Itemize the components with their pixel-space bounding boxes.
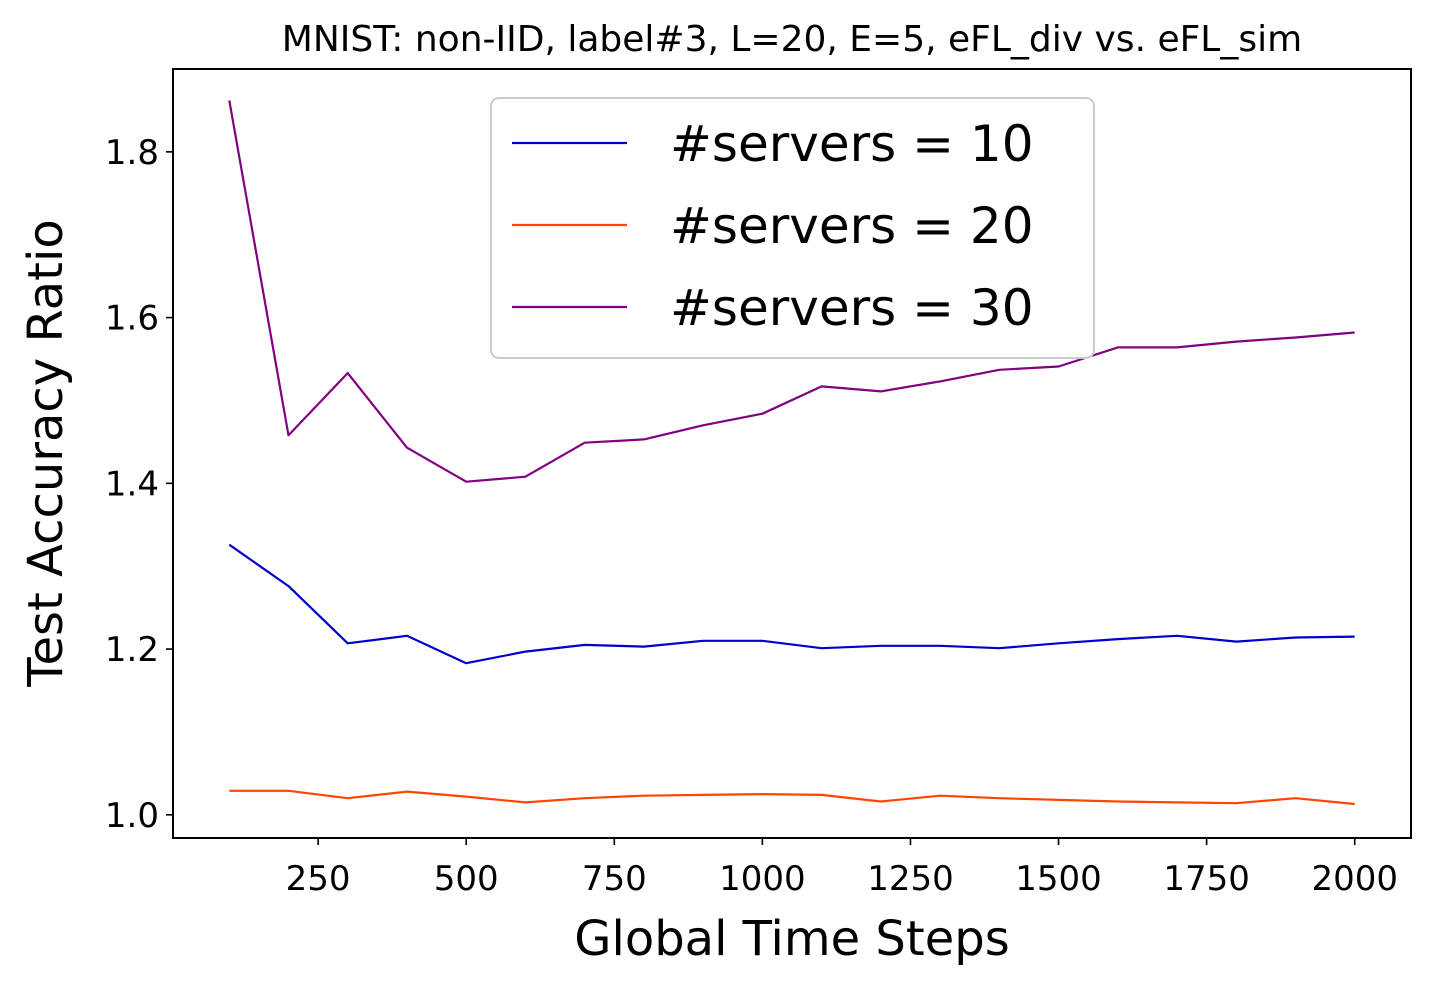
x-tick-label: 1500 <box>1015 859 1102 899</box>
y-tick-label: 1.4 <box>105 464 159 504</box>
x-tick-label: 500 <box>434 859 499 899</box>
plot-frame <box>172 68 1412 839</box>
axes-ticks: 250 500 750 1000 1250 1500 1750 2000 1.0 1.2 1.4 1.… <box>105 133 1398 899</box>
x-tick-label: 750 <box>582 859 647 899</box>
legend-label-2: #servers = 20 <box>670 197 1034 255</box>
y-tick-label: 1.0 <box>105 796 159 836</box>
x-tick-label: 1750 <box>1163 859 1250 899</box>
x-tick-label: 2000 <box>1311 859 1398 899</box>
y-tick-label: 1.2 <box>105 630 159 670</box>
legend: #servers = 10 #servers = 20 #servers = 30 <box>490 97 1095 359</box>
x-tick-label: 250 <box>286 859 351 899</box>
x-tick-label: 1250 <box>867 859 954 899</box>
x-axis-title: Global Time Steps <box>574 911 1009 967</box>
legend-label-1: #servers = 10 <box>670 115 1034 173</box>
y-axis-title: Test Accuracy Ratio <box>18 219 74 687</box>
legend-label-3: #servers = 30 <box>670 279 1034 337</box>
plot-area <box>228 100 1355 806</box>
series-line-3 <box>228 100 1355 483</box>
chart-title: MNIST: non-IID, label#3, L=20, E=5, eFL_… <box>282 19 1302 60</box>
legend-box <box>490 97 1095 359</box>
series-line-2 <box>229 789 1355 806</box>
x-tick-label: 1000 <box>719 859 806 899</box>
series-line-1 <box>228 543 1355 665</box>
y-tick-label: 1.8 <box>105 133 159 173</box>
y-tick-label: 1.6 <box>105 299 159 339</box>
